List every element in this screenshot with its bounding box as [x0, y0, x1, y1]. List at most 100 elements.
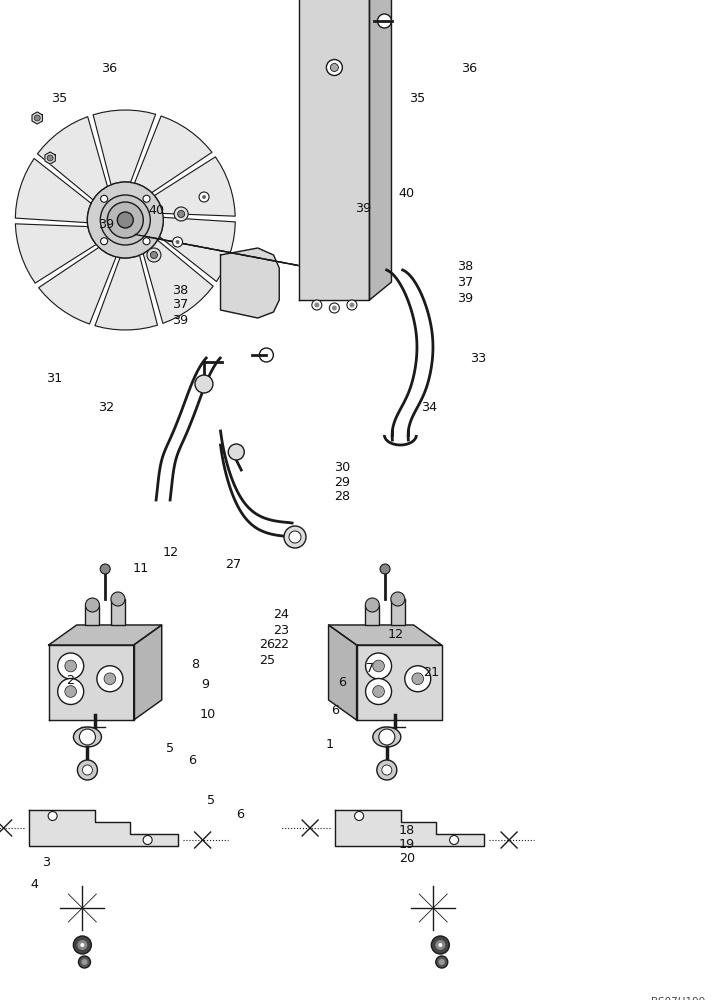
Polygon shape — [329, 625, 357, 720]
Circle shape — [175, 240, 180, 244]
Text: 6: 6 — [331, 704, 339, 716]
Text: 5: 5 — [166, 742, 175, 754]
Text: 28: 28 — [334, 490, 350, 504]
Text: 37: 37 — [458, 275, 473, 288]
Circle shape — [97, 666, 123, 692]
Text: 6: 6 — [188, 754, 196, 766]
Text: 36: 36 — [461, 62, 477, 75]
Circle shape — [178, 211, 185, 218]
Circle shape — [329, 303, 339, 313]
Circle shape — [373, 686, 384, 697]
Ellipse shape — [74, 727, 102, 747]
Circle shape — [330, 64, 339, 72]
Circle shape — [354, 812, 364, 820]
Polygon shape — [357, 645, 442, 720]
Circle shape — [100, 195, 150, 245]
Circle shape — [111, 592, 125, 606]
Polygon shape — [49, 645, 134, 720]
Circle shape — [34, 115, 40, 121]
Polygon shape — [29, 810, 178, 846]
Text: 31: 31 — [46, 371, 62, 384]
Text: 40: 40 — [148, 204, 164, 217]
Text: 22: 22 — [274, 639, 289, 652]
Text: 10: 10 — [200, 708, 216, 721]
Circle shape — [143, 238, 150, 245]
Circle shape — [150, 251, 158, 258]
Text: 39: 39 — [458, 292, 473, 304]
Circle shape — [373, 660, 384, 672]
Text: 32: 32 — [98, 401, 114, 414]
Polygon shape — [155, 157, 236, 216]
Text: 29: 29 — [334, 476, 350, 488]
Bar — [111, 599, 125, 625]
Text: 19: 19 — [399, 838, 415, 851]
Circle shape — [289, 531, 301, 543]
Circle shape — [412, 673, 424, 685]
Circle shape — [332, 306, 337, 310]
Polygon shape — [37, 117, 107, 200]
Circle shape — [228, 444, 244, 460]
Circle shape — [439, 959, 445, 965]
Text: 6: 6 — [338, 676, 347, 689]
Circle shape — [379, 729, 395, 745]
Polygon shape — [369, 0, 392, 300]
Circle shape — [117, 212, 133, 228]
Text: 1: 1 — [325, 738, 334, 752]
Circle shape — [435, 940, 445, 950]
Circle shape — [80, 943, 84, 947]
Text: 21: 21 — [423, 666, 439, 679]
Polygon shape — [32, 112, 42, 124]
Circle shape — [85, 598, 100, 612]
Polygon shape — [45, 152, 55, 164]
Circle shape — [391, 592, 405, 606]
Text: 38: 38 — [173, 284, 188, 296]
Circle shape — [65, 660, 77, 672]
Text: 8: 8 — [190, 659, 199, 672]
Circle shape — [48, 812, 57, 820]
Circle shape — [202, 195, 206, 199]
Text: 39: 39 — [173, 314, 188, 327]
Circle shape — [82, 765, 92, 775]
Circle shape — [173, 237, 183, 247]
Text: 37: 37 — [173, 298, 188, 311]
Text: 11: 11 — [133, 561, 149, 574]
Circle shape — [314, 302, 319, 308]
Text: 12: 12 — [388, 629, 404, 642]
Bar — [365, 605, 379, 625]
Circle shape — [382, 765, 392, 775]
Circle shape — [431, 936, 450, 954]
Circle shape — [47, 155, 53, 161]
Text: 12: 12 — [163, 546, 178, 558]
Circle shape — [77, 760, 97, 780]
Circle shape — [143, 836, 152, 844]
Circle shape — [65, 686, 77, 697]
Circle shape — [349, 302, 354, 308]
Polygon shape — [160, 217, 236, 282]
Polygon shape — [95, 255, 158, 330]
Circle shape — [73, 936, 92, 954]
Circle shape — [377, 14, 392, 28]
Text: BS07H199: BS07H199 — [651, 997, 705, 1000]
Text: 35: 35 — [410, 92, 425, 104]
Circle shape — [326, 60, 342, 76]
Circle shape — [199, 192, 209, 202]
Circle shape — [79, 729, 95, 745]
Circle shape — [79, 956, 90, 968]
Text: 24: 24 — [274, 608, 289, 621]
Text: 40: 40 — [399, 187, 415, 200]
Circle shape — [100, 564, 110, 574]
Circle shape — [259, 348, 274, 362]
Circle shape — [174, 207, 188, 221]
Circle shape — [405, 666, 431, 692]
Polygon shape — [39, 247, 116, 324]
Polygon shape — [15, 224, 96, 283]
Circle shape — [436, 956, 448, 968]
Text: 38: 38 — [458, 260, 473, 273]
Text: 20: 20 — [399, 851, 415, 864]
Text: 2: 2 — [66, 674, 74, 687]
Text: 3: 3 — [42, 856, 51, 868]
Text: 26: 26 — [259, 639, 275, 652]
Ellipse shape — [373, 727, 401, 747]
Circle shape — [438, 943, 442, 947]
Text: 36: 36 — [101, 62, 117, 75]
